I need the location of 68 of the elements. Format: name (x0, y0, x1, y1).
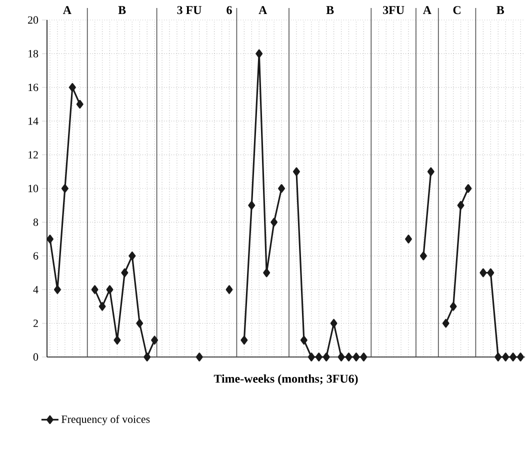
point (270, 218, 278, 227)
point (106, 285, 114, 294)
point (196, 352, 203, 362)
point (76, 100, 84, 109)
point (248, 200, 256, 210)
point (405, 234, 412, 244)
y-tick-label: 18 (28, 50, 38, 58)
y-tick-label: 16 (28, 84, 38, 92)
point (121, 268, 128, 278)
point (151, 336, 158, 345)
y-tick-label: 14 (28, 117, 38, 125)
point (457, 200, 464, 210)
text: 3 FU (177, 6, 202, 14)
point (494, 352, 502, 362)
text: 6 (226, 6, 232, 14)
point (61, 184, 68, 193)
point (98, 302, 106, 311)
y-tick-label: 10 (28, 184, 38, 192)
y-tick-label: 8 (33, 218, 38, 226)
point (450, 302, 457, 311)
point (352, 352, 360, 362)
text: B (496, 6, 504, 14)
text: 3FU (383, 6, 404, 14)
x-axis-title: Time-weeks (months; 3FU6) (214, 374, 358, 386)
point (278, 184, 286, 193)
text: A (258, 6, 268, 14)
point (226, 285, 233, 294)
point (263, 268, 270, 278)
text: B (326, 6, 334, 14)
point (256, 49, 263, 58)
point (54, 285, 61, 294)
y-tick-label: 20 (28, 16, 38, 24)
y-tick-label: 0 (33, 353, 38, 361)
point (502, 352, 510, 362)
point (128, 252, 136, 260)
y-tick-label: 2 (33, 320, 38, 327)
point (46, 234, 54, 244)
text: C (453, 6, 460, 14)
point (68, 83, 76, 92)
point (91, 285, 98, 294)
point (292, 167, 300, 176)
point (345, 352, 352, 362)
point (308, 352, 315, 362)
point (136, 318, 144, 328)
point (420, 252, 427, 260)
point (338, 352, 345, 362)
point (300, 336, 308, 345)
point (487, 268, 494, 278)
y-tick-label: 6 (33, 252, 38, 260)
point (240, 336, 248, 345)
point (510, 352, 517, 362)
legend-label: Frequency of voices (62, 415, 150, 426)
y-tick-label: 4 (33, 286, 38, 294)
point (517, 352, 524, 362)
point (480, 268, 487, 278)
point (144, 352, 151, 362)
point (442, 318, 450, 328)
point (464, 184, 472, 193)
point (315, 352, 322, 362)
point (114, 336, 121, 345)
point (427, 167, 434, 176)
point (322, 352, 330, 362)
y-tick-label: 12 (28, 151, 38, 158)
text: A (422, 6, 432, 14)
point (360, 352, 368, 362)
text: B (118, 6, 126, 14)
point (330, 318, 338, 328)
text: A (62, 6, 72, 14)
